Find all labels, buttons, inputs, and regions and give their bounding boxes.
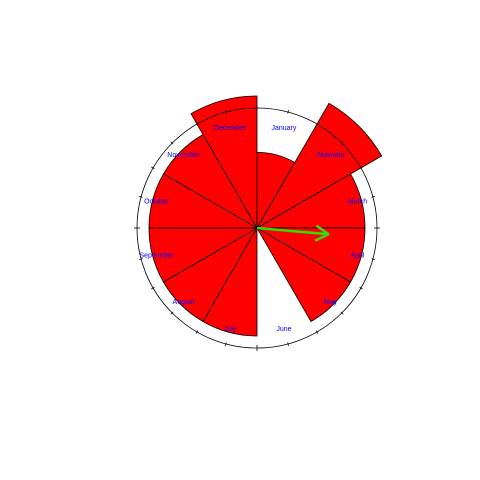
tick-mark [359, 286, 363, 290]
tick-mark [195, 330, 199, 334]
month-label-layer: January February March April May June July Augu… [139, 125, 367, 333]
month-label-december: December [214, 125, 247, 132]
tick-mark [315, 330, 319, 334]
tick-mark [151, 166, 155, 170]
month-label-november: November [167, 152, 200, 159]
month-label-march: March [348, 199, 368, 206]
month-label-october: October [144, 199, 170, 206]
tick-layer [134, 105, 380, 351]
month-label-august: August [173, 299, 195, 306]
tick-mark [139, 258, 143, 260]
tick-mark [287, 110, 289, 114]
month-label-january: January [271, 125, 296, 132]
tick-mark [371, 196, 375, 198]
arrow-shaft [256, 226, 329, 236]
arrowhead-lower [315, 224, 330, 236]
tick-mark [225, 110, 227, 114]
month-label-april: April [350, 252, 364, 259]
month-label-june: June [276, 326, 291, 333]
tick-mark [170, 141, 174, 145]
mean-direction-arrow [256, 224, 330, 242]
sector-december [190, 95, 258, 230]
tick-mark [195, 122, 199, 126]
month-label-september: September [139, 252, 174, 259]
month-label-may: May [324, 299, 338, 306]
tick-mark [287, 342, 289, 346]
tick-mark [340, 311, 344, 315]
sector-layer [148, 95, 383, 337]
tick-mark [170, 311, 174, 315]
sector-february [255, 102, 383, 230]
month-label-july: July [224, 326, 237, 333]
arrowhead-upper [314, 233, 330, 242]
tick-mark [315, 122, 319, 126]
month-label-february: February [317, 152, 346, 159]
tick-mark [371, 258, 375, 260]
sector-may [255, 226, 352, 323]
tick-mark [359, 166, 363, 170]
tick-mark [151, 286, 155, 290]
tick-mark [225, 342, 227, 346]
tick-mark [340, 141, 344, 145]
tick-mark [139, 196, 143, 198]
